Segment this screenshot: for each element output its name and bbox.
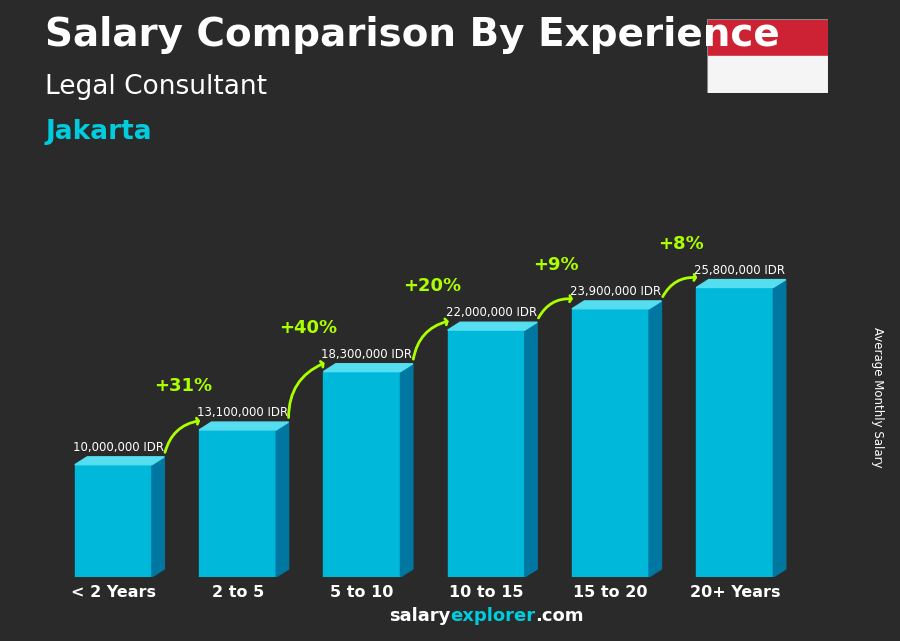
Bar: [323, 372, 400, 577]
Polygon shape: [525, 322, 537, 577]
Bar: [572, 309, 649, 577]
Bar: [199, 430, 276, 577]
Text: .com: .com: [536, 607, 584, 625]
Text: +20%: +20%: [403, 278, 461, 296]
Text: 25,800,000 IDR: 25,800,000 IDR: [694, 263, 786, 277]
Text: explorer: explorer: [450, 607, 536, 625]
Bar: [697, 287, 773, 577]
Bar: [706, 19, 828, 56]
Polygon shape: [697, 279, 786, 287]
Polygon shape: [400, 363, 413, 577]
Text: +40%: +40%: [279, 319, 337, 337]
Text: 23,900,000 IDR: 23,900,000 IDR: [570, 285, 661, 298]
Text: Average Monthly Salary: Average Monthly Salary: [871, 327, 884, 468]
Text: Salary Comparison By Experience: Salary Comparison By Experience: [45, 16, 779, 54]
Text: 18,300,000 IDR: 18,300,000 IDR: [321, 348, 412, 361]
Polygon shape: [773, 279, 786, 577]
Text: +31%: +31%: [155, 377, 212, 395]
Polygon shape: [447, 322, 537, 330]
Polygon shape: [649, 301, 662, 577]
Text: Jakarta: Jakarta: [45, 119, 151, 145]
Text: 22,000,000 IDR: 22,000,000 IDR: [446, 306, 536, 319]
Bar: [706, 56, 828, 93]
Bar: [447, 330, 525, 577]
Text: 13,100,000 IDR: 13,100,000 IDR: [197, 406, 288, 419]
Polygon shape: [276, 422, 289, 577]
Text: 10,000,000 IDR: 10,000,000 IDR: [73, 441, 164, 454]
Text: Legal Consultant: Legal Consultant: [45, 74, 267, 100]
Polygon shape: [75, 457, 165, 465]
Polygon shape: [323, 363, 413, 372]
Polygon shape: [572, 301, 662, 309]
Bar: [75, 465, 152, 577]
Text: salary: salary: [389, 607, 450, 625]
Text: +8%: +8%: [658, 235, 704, 253]
Text: +9%: +9%: [534, 256, 580, 274]
Polygon shape: [152, 457, 165, 577]
Polygon shape: [199, 422, 289, 430]
